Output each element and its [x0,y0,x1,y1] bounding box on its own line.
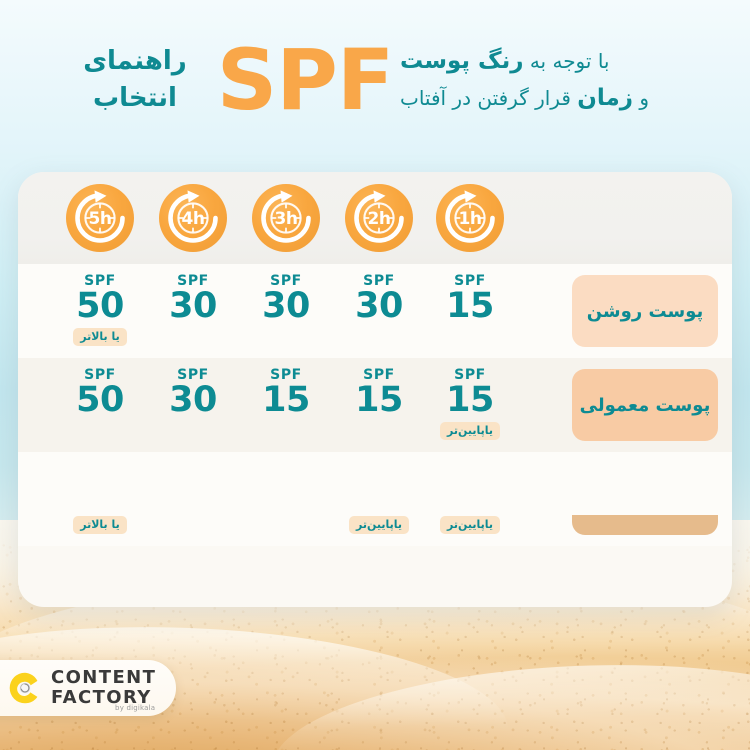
logo-byline: by digikala [115,704,156,712]
header: با توجه به رنگ پوست و زمان قرار گرفتن در… [0,38,750,122]
subtitle-line-2-lead: و [633,86,650,110]
duration-label: 1h [458,208,482,229]
duration-label: 4h [181,208,205,229]
logo-line-1: CONTENT [51,667,157,688]
spf-note-wrap: یا بالاتر [55,325,145,346]
spf-note-wrap: یا بالاتر [55,513,145,534]
skin-tone-label: پوست معمولی [579,394,711,416]
page-title-line-1: راهنمای [83,46,187,77]
duration-icon-3h: 3h [252,184,320,252]
skin-tone-chip: پوست معمولی [572,369,718,441]
table-row: SPF 50 یا بالاتر SPF 30 SPF 30 SPF 30 SPF 15 پوست ر… [18,264,732,358]
clock-rotate-icon: 2h [345,184,413,252]
spf-label: SPF [177,367,209,383]
spf-value: 50 [76,286,124,326]
duration-icon-5h: 5h [66,184,134,252]
spf-wordmark: SPF [216,31,394,129]
spf-cell: SPF 30 [148,273,238,325]
spf-note-wrap: یاپایین‌تر [334,513,424,534]
logo-line-2: FACTORY [51,687,152,708]
spf-label: SPF [84,367,116,383]
spf-note-badge: یا بالاتر [73,327,127,346]
spf-note-badge: یا بالاتر [73,515,127,534]
spf-label: SPF [270,367,302,383]
duration-label: 5h [88,208,112,229]
page-title-line-2: انتخاب [93,83,177,113]
spf-note-badge: یاپایین‌تر [348,515,409,534]
spf-cell: SPF 30 [334,273,424,325]
spf-value: 15 [446,380,494,420]
header-subtitle: با توجه به رنگ پوست و زمان قرار گرفتن در… [400,43,690,117]
spf-label: SPF [454,367,486,383]
spf-label: SPF [363,273,395,289]
table-row: SPF 50 SPF 30 SPF 15 SPF 15 SPF 15 یاپایین‌تر پوست … [18,358,732,452]
spf-value: 30 [169,380,217,420]
clock-rotate-icon: 3h [252,184,320,252]
duration-icons-row: 5h 4h 3h 2h 1h [18,172,732,264]
spf-note-badge: یاپایین‌تر [439,515,500,534]
spf-note-wrap: یاپایین‌تر [425,513,515,534]
page-title: راهنمای انتخاب [60,43,210,117]
subtitle-line-2-tail: قرار گرفتن در آفتاب [400,86,578,110]
spf-value: 15 [446,286,494,326]
spf-value: 30 [169,286,217,326]
spf-cell: SPF 30 [148,367,238,419]
card-bottom-filler [18,454,732,515]
content-factory-logo: CONTENT FACTORY by digikala [0,660,176,716]
spf-label: SPF [177,273,209,289]
spf-label: SPF [84,273,116,289]
subtitle-line-2: و زمان قرار گرفتن در آفتاب [400,80,684,117]
clock-rotate-icon: 4h [159,184,227,252]
subtitle-line-1-lead: با توجه به [523,49,610,74]
spf-note-wrap: یاپایین‌تر [425,419,515,440]
spf-label: SPF [363,367,395,383]
duration-label: 2h [367,208,391,229]
subtitle-line-1: با توجه به رنگ پوست [400,43,684,80]
logo-text: CONTENT FACTORY by digikala [51,667,157,712]
duration-label: 3h [274,208,298,229]
clock-rotate-icon: 1h [436,184,504,252]
duration-icon-4h: 4h [159,184,227,252]
skin-tone-chip: پوست روشن [572,275,718,347]
subtitle-line-1-emphasis: رنگ پوست [400,48,524,75]
duration-icon-1h: 1h [436,184,504,252]
spf-value: 15 [355,380,403,420]
spf-label: SPF [454,273,486,289]
spf-value: 50 [76,380,124,420]
spf-note-badge: یاپایین‌تر [439,421,500,440]
spf-cell: SPF 50 [55,367,145,419]
clock-rotate-icon: 5h [66,184,134,252]
spf-value: 30 [355,286,403,326]
spf-value: 30 [262,286,310,326]
content-factory-mark-icon [9,672,38,704]
skin-tone-label: پوست روشن [586,300,704,322]
spf-table-card: 5h 4h 3h 2h 1h SPF 50 یا بالاتر SPF 30 SPF 30 SPF 30… [18,172,732,607]
spf-label: SPF [270,273,302,289]
duration-icon-2h: 2h [345,184,413,252]
subtitle-line-2-emphasis: زمان [577,85,634,111]
spf-value: 15 [262,380,310,420]
spf-cell: SPF 30 [241,273,331,325]
